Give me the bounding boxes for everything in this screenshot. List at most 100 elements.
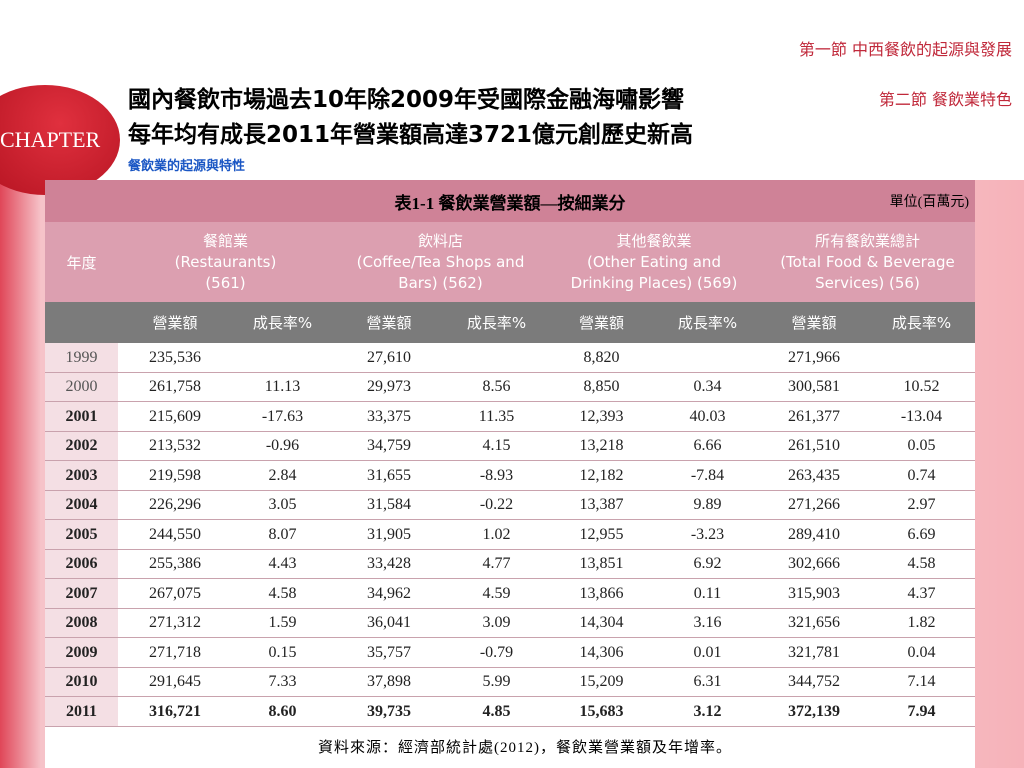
subheader-cell: 營業額 <box>578 314 624 332</box>
year-bg <box>45 372 118 401</box>
data-cell: 255,386 <box>149 555 201 573</box>
data-cell: 244,550 <box>149 525 201 543</box>
data-cell: 6.66 <box>693 437 722 455</box>
row-divider <box>45 666 975 668</box>
data-cell: 7.94 <box>907 702 936 720</box>
unit: 單位(百萬元) <box>889 195 969 210</box>
data-cell: 344,752 <box>788 673 840 691</box>
data-cell: 12,955 <box>579 525 624 543</box>
year-cell: 2000 <box>65 378 98 396</box>
group-header-line: 所有餐飲業總計 <box>814 231 920 250</box>
data-cell: 3.16 <box>693 614 722 632</box>
group-header-line: Drinking Places) (569) <box>570 273 738 292</box>
year-bg <box>45 549 118 578</box>
data-cell: 267,075 <box>149 584 201 602</box>
data-cell: 12,182 <box>579 466 624 484</box>
caption-row <box>45 180 975 222</box>
data-cell: 300,581 <box>788 378 840 396</box>
nav-link[interactable]: 第二節 餐飲業特色 <box>878 90 1012 109</box>
year-bg <box>45 343 118 372</box>
data-cell: 27,610 <box>367 348 411 366</box>
data-cell: 235,536 <box>149 348 201 366</box>
group-header: 其他餐飲業 (Other Eating and Drinking Places) (… <box>548 222 760 302</box>
group-header-line: 其他餐飲業 <box>616 231 692 250</box>
data-cell: 10.52 <box>903 378 940 396</box>
data-cell: 289,410 <box>788 525 840 543</box>
year-bg <box>45 608 118 637</box>
row-divider <box>45 401 975 402</box>
data-cell: 2.84 <box>268 466 297 484</box>
data-cell: 7.14 <box>907 673 936 691</box>
group-header-line: 飲料店 <box>417 231 463 250</box>
title-line: 每年均有成長2011年營業額高達3721億元創歷史新高 <box>128 122 694 148</box>
data-cell: 3.05 <box>268 496 297 514</box>
year-cell: 2005 <box>65 525 98 543</box>
data-cell: 271,312 <box>149 614 201 632</box>
data-cell: 0.15 <box>268 643 297 661</box>
data-cell: 263,435 <box>788 466 840 484</box>
data-cell: 1.82 <box>907 614 936 632</box>
year-cell: 2003 <box>65 466 98 484</box>
chapter-badge: CHAPTER <box>0 85 120 195</box>
year-bg <box>45 402 118 431</box>
year-cell: 2009 <box>65 643 98 661</box>
data-cell: 4.85 <box>482 702 511 720</box>
data-cell: 215,609 <box>149 407 201 425</box>
row-divider <box>45 430 975 432</box>
data-cell: -13.04 <box>900 407 943 425</box>
data-cell: 3.09 <box>482 614 511 632</box>
subtitle: 餐飲業的起源與特性 <box>128 159 246 174</box>
data-cell: -3.23 <box>690 525 725 543</box>
data-cell: 4.15 <box>482 437 511 455</box>
row-divider <box>45 460 975 461</box>
data-cell: 315,903 <box>788 584 840 602</box>
data-cell: 35,757 <box>367 643 411 661</box>
data-cell: 40.03 <box>689 407 726 425</box>
data-cell: 14,306 <box>579 643 624 661</box>
data-cell: -0.79 <box>479 643 514 661</box>
row-divider <box>45 489 975 491</box>
data-cell: 39,735 <box>367 702 411 720</box>
data-cell: 31,655 <box>367 466 411 484</box>
data-cell: 0.34 <box>693 378 722 396</box>
table: 表1-1 餐飲業營業額—按細業分 單位(百萬元) 年度 餐館業 (Restaurants… <box>45 180 975 768</box>
data-cell: 11.35 <box>478 407 515 425</box>
data-cell: 6.69 <box>907 525 936 543</box>
data-cell: 271,966 <box>788 348 840 366</box>
data-cell: -0.22 <box>479 496 514 514</box>
data-cell: 0.74 <box>907 466 936 484</box>
subheader-cell: 成長率% <box>466 314 527 332</box>
year-bg <box>45 520 118 549</box>
data-cell: 4.58 <box>268 584 297 602</box>
year-bg <box>45 431 118 460</box>
data-cell: 261,377 <box>788 407 840 425</box>
subheader-cell: 成長率% <box>891 314 952 332</box>
data-cell: 37,898 <box>367 673 411 691</box>
data-cell: 219,598 <box>149 466 201 484</box>
group-header: 所有餐飲業總計 (Total Food & Beverage Services) (… <box>760 222 975 302</box>
year-bg <box>45 490 118 519</box>
data-cell: 0.01 <box>693 643 722 661</box>
data-cell: -7.84 <box>690 466 725 484</box>
year-cell: 1999 <box>65 348 98 366</box>
year-bg <box>45 697 118 726</box>
data-cell: 8.07 <box>268 525 297 543</box>
group-header: 飲料店 (Coffee/Tea Shops and Bars) (562) <box>333 222 548 302</box>
data-cell: 33,375 <box>367 407 411 425</box>
data-cell: 1.59 <box>268 614 297 632</box>
data-cell: 6.31 <box>693 673 722 691</box>
data-cell: -8.93 <box>479 466 514 484</box>
data-cell: 8.56 <box>482 378 511 396</box>
data-cell: 13,387 <box>579 496 624 514</box>
data-cell: 4.59 <box>482 584 511 602</box>
data-cell: 13,218 <box>579 437 624 455</box>
year-bg <box>45 461 118 490</box>
data-cell: 1.02 <box>482 525 511 543</box>
subheader-cell: 營業額 <box>791 314 837 332</box>
year-cell: 2002 <box>65 437 98 455</box>
group-header-line: Services) (56) <box>815 273 920 292</box>
header-row <box>45 222 975 302</box>
nav-link[interactable]: 第一節 中西餐飲的起源與發展 <box>798 40 1012 59</box>
group-header-line: 餐館業 <box>202 231 248 250</box>
